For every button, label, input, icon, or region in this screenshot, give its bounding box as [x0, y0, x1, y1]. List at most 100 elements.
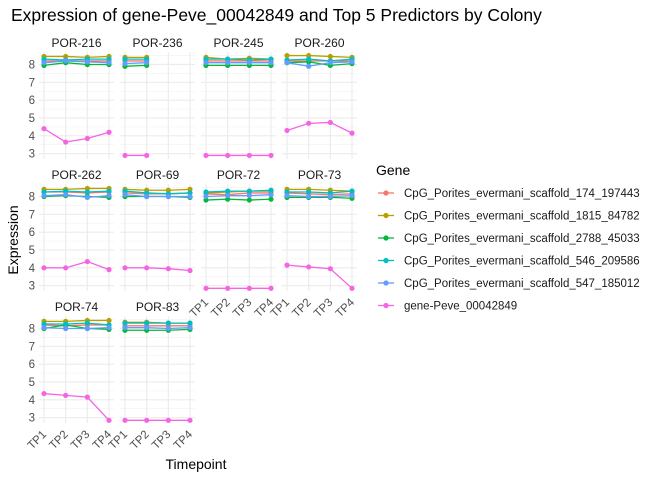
strip-label: POR-73 — [298, 168, 342, 182]
series-CpG_Porites_evermani_scaffold_546_209586 — [41, 188, 112, 195]
series-line — [286, 61, 353, 67]
y-tick-label: 8 — [29, 191, 35, 203]
data-point — [225, 56, 231, 62]
data-point — [106, 324, 112, 331]
facet-panel-POR-83: POR-83 — [120, 300, 195, 423]
series-line — [124, 188, 191, 191]
y-tick-label: 5 — [29, 377, 35, 389]
data-point — [225, 60, 231, 66]
series-line — [125, 326, 191, 330]
data-point — [203, 60, 209, 66]
legend-key-point — [383, 302, 389, 309]
series-line — [125, 267, 191, 272]
series-line — [43, 62, 109, 67]
data-point — [284, 52, 290, 59]
y-tick-label: 8 — [29, 59, 35, 71]
data-point — [165, 325, 171, 332]
legend-item: CpG_Porites_evermani_scaffold_2788_45033 — [378, 233, 640, 245]
data-point — [246, 192, 252, 199]
series-CpG_Porites_evermani_scaffold_2788_45033 — [203, 196, 274, 203]
legend-item: gene-Peve_00042849 — [378, 301, 517, 313]
legend-key-point — [383, 235, 389, 241]
data-point — [284, 262, 290, 268]
facet-panel-POR-69: POR-69 — [120, 168, 195, 291]
data-point — [84, 59, 90, 65]
facet-panel-POR-73: POR-73 — [282, 168, 357, 291]
x-tick-label: TP4 — [334, 296, 358, 320]
series-CpG_Porites_evermani_scaffold_546_209586 — [122, 188, 193, 197]
y-tick-label: 7 — [29, 341, 35, 353]
series-line — [286, 194, 353, 198]
data-point — [84, 325, 90, 332]
data-point — [327, 266, 333, 272]
data-point — [284, 192, 290, 199]
series-CpG_Porites_evermani_scaffold_547_185012 — [41, 58, 112, 66]
legend-key-point — [383, 190, 389, 196]
series-CpG_Porites_evermani_scaffold_547_185012 — [122, 192, 193, 200]
data-point — [84, 185, 90, 192]
series-gene-Peve_00042849 — [122, 265, 193, 274]
series-CpG_Porites_evermani_scaffold_546_209586 — [203, 187, 274, 195]
legend-label: gene-Peve_00042849 — [404, 301, 517, 313]
series-line — [44, 319, 109, 323]
series-line — [43, 190, 110, 193]
series-gene-Peve_00042849 — [41, 390, 112, 423]
data-point — [106, 267, 112, 273]
y-tick-label: 5 — [29, 113, 35, 125]
facet-panels: POR-216 POR-236 POR-245 POR-260 POR-262 POR-6… — [39, 36, 357, 423]
data-point — [327, 190, 333, 196]
series-gene-Peve_00042849 — [284, 262, 355, 291]
data-point — [225, 285, 231, 291]
legend-label: CpG_Porites_evermani_scaffold_174_197443 — [404, 188, 640, 200]
data-point — [225, 152, 231, 159]
data-point — [122, 320, 128, 326]
data-point — [225, 196, 231, 202]
data-point — [187, 417, 193, 423]
series-line — [124, 190, 191, 195]
data-point — [203, 197, 209, 203]
data-point — [306, 63, 312, 69]
series-gene-Peve_00042849 — [203, 152, 274, 159]
x-tick-label: TP2 — [209, 297, 232, 320]
legend-items: CpG_Porites_evermani_scaffold_174_197443… — [378, 188, 640, 313]
data-point — [306, 264, 312, 270]
data-point — [144, 60, 150, 66]
data-point — [284, 127, 290, 134]
x-tick-label: TP3 — [150, 429, 173, 452]
data-point — [349, 285, 355, 291]
panel-background — [120, 184, 195, 291]
data-point — [268, 192, 274, 198]
data-point — [203, 285, 209, 291]
data-point — [349, 130, 355, 136]
data-point — [203, 152, 209, 159]
y-tick-label: 3 — [29, 149, 35, 161]
data-point — [63, 192, 69, 198]
data-point — [225, 188, 231, 194]
data-point — [306, 52, 312, 59]
data-point — [327, 53, 333, 60]
data-point — [84, 320, 90, 326]
data-point — [327, 60, 333, 66]
data-point — [203, 193, 209, 200]
data-point — [122, 324, 128, 331]
chart-title: Expression of gene-Peve_00042849 and Top… — [11, 5, 542, 26]
data-point — [84, 194, 90, 200]
strip-label: POR-69 — [136, 168, 180, 182]
data-point — [84, 394, 90, 400]
strip-label: POR-74 — [55, 300, 99, 314]
series-line — [43, 60, 110, 64]
y-tick-label: 5 — [29, 245, 35, 257]
series-CpG_Porites_evermani_scaffold_547_185012 — [41, 324, 112, 332]
facet-panel-POR-74: POR-74 — [39, 300, 114, 423]
panel-background — [120, 52, 195, 159]
series-line — [286, 58, 353, 62]
y-tick-label: 7 — [29, 209, 35, 221]
facet-panel-POR-216: POR-216 — [39, 36, 114, 159]
y-tick-label: 3 — [29, 281, 35, 293]
data-point — [268, 56, 274, 62]
data-point — [144, 417, 150, 423]
data-point — [349, 192, 355, 199]
panel-background — [39, 52, 114, 159]
panel-background — [282, 184, 357, 291]
panel-background — [282, 52, 357, 159]
